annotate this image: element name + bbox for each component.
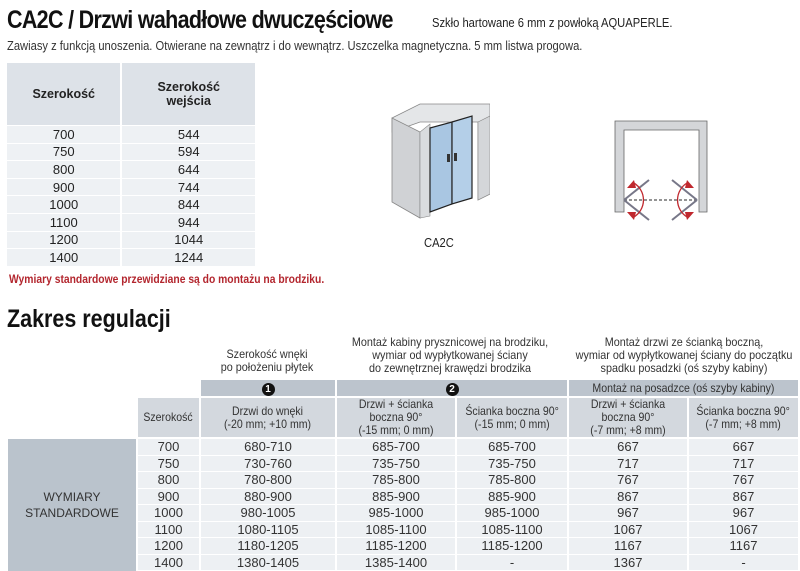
- table-cell: 1200: [138, 538, 199, 555]
- table-cell: 867: [569, 489, 687, 506]
- table-cell: 980-1005: [201, 505, 335, 522]
- table-cell: 1085-1100: [337, 522, 455, 539]
- column-header: Szerokość wejścia: [122, 63, 257, 125]
- table-cell: 944: [122, 213, 257, 231]
- table-cell: 880-900: [201, 489, 335, 506]
- standard-note: Wymiary standardowe przewidziane są do m…: [9, 272, 324, 286]
- table-cell: 844: [122, 195, 257, 213]
- table-cell: 730-760: [201, 456, 335, 473]
- table-cell: 717: [569, 456, 687, 473]
- table-cell: 750: [138, 456, 199, 473]
- table-cell: 680-710: [201, 439, 335, 456]
- table-cell: 1100: [138, 522, 199, 539]
- table-cell: 1085-1100: [457, 522, 567, 539]
- cabin-label: CA2C: [424, 235, 454, 250]
- table-cell: 1000: [138, 505, 199, 522]
- table-cell: 700: [7, 125, 122, 143]
- group-band-3: Montaż na posadzce (oś szyby kabiny): [569, 380, 798, 398]
- table-cell: 1100: [7, 213, 122, 231]
- table-cell: 885-900: [457, 489, 567, 506]
- table-cell: 967: [689, 505, 798, 522]
- table-cell: 1167: [569, 538, 687, 555]
- table-cell: 1200: [7, 231, 122, 249]
- table-cell: 735-750: [337, 456, 455, 473]
- table-cell: 700: [138, 439, 199, 456]
- table-cell: 1067: [569, 522, 687, 539]
- table-cell: 667: [569, 439, 687, 456]
- column-header: Ścianka boczna 90° (-15 mm; 0 mm): [457, 398, 567, 439]
- section-title: Zakres regulacji: [7, 305, 171, 334]
- column-header: Drzwi + ścianka boczna 90° (-15 mm; 0 mm…: [337, 398, 455, 439]
- group-caption: Montaż kabiny prysznicowej na brodziku, …: [333, 336, 567, 375]
- table-cell: 985-1000: [457, 505, 567, 522]
- page-title: CA2C / Drzwi wahadłowe dwuczęściowe: [7, 6, 393, 35]
- table-cell: 967: [569, 505, 687, 522]
- table-cell: 1244: [122, 248, 257, 266]
- table-cell: 1185-1200: [337, 538, 455, 555]
- column-header: Szerokość: [7, 63, 122, 125]
- table-cell: 1000: [7, 195, 122, 213]
- table-cell: 667: [689, 439, 798, 456]
- cabin-3d-illustration: [390, 98, 490, 228]
- table-cell: 985-1000: [337, 505, 455, 522]
- table-cell: 785-800: [457, 472, 567, 489]
- table-cell: 900: [138, 489, 199, 506]
- regulation-table: 1 2 Montaż na posadzce (oś szyby kabiny)…: [6, 380, 800, 571]
- column-header: Ścianka boczna 90° (-7 mm; +8 mm): [689, 398, 798, 439]
- glass-spec: Szkło hartowane 6 mm z powłoką AQUAPERLE…: [432, 15, 672, 30]
- table-cell: 744: [122, 178, 257, 196]
- table-cell: 780-800: [201, 472, 335, 489]
- column-header: Szerokość: [138, 398, 199, 439]
- table-cell: 885-900: [337, 489, 455, 506]
- table-cell: 900: [7, 178, 122, 196]
- group-band-2: 2: [337, 380, 567, 398]
- group-caption: Montaż drzwi ze ścianką boczną, wymiar o…: [568, 336, 800, 375]
- table-cell: 800: [138, 472, 199, 489]
- door-swing-plan-icon: [612, 118, 712, 228]
- table-cell: 1167: [689, 538, 798, 555]
- row-group-label: WYMIARY STANDARDOWE: [8, 439, 136, 571]
- table-cell: 1185-1200: [457, 538, 567, 555]
- table-cell: 717: [689, 456, 798, 473]
- table-cell: 1180-1205: [201, 538, 335, 555]
- group-band-1: 1: [201, 380, 335, 398]
- table-cell: 644: [122, 160, 257, 178]
- table-cell: 750: [7, 143, 122, 161]
- group-caption: Szerokość wnęki po położeniu płytek: [207, 348, 328, 374]
- table-cell: 594: [122, 143, 257, 161]
- table-cell: 1044: [122, 231, 257, 249]
- table-cell: 1400: [7, 248, 122, 266]
- table-cell: 867: [689, 489, 798, 506]
- column-header: Drzwi + ścianka boczna 90° (-7 mm; +8 mm…: [569, 398, 687, 439]
- table-cell: 767: [569, 472, 687, 489]
- product-description: Zawiasy z funkcją unoszenia. Otwierane n…: [7, 38, 582, 53]
- table-cell: 685-700: [337, 439, 455, 456]
- table-cell: 735-750: [457, 456, 567, 473]
- column-header: Drzwi do wnęki (-20 mm; +10 mm): [201, 398, 335, 439]
- table-cell: 1067: [689, 522, 798, 539]
- table-cell: 685-700: [457, 439, 567, 456]
- table-cell: 767: [689, 472, 798, 489]
- table-cell: 800: [7, 160, 122, 178]
- table-cell: 1080-1105: [201, 522, 335, 539]
- table-cell: 785-800: [337, 472, 455, 489]
- table-cell: 544: [122, 125, 257, 143]
